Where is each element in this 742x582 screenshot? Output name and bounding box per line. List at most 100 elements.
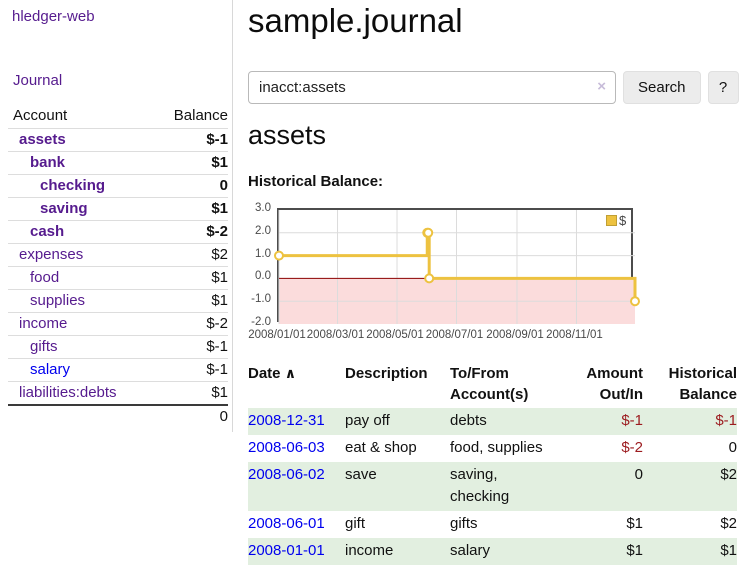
- account-balance: $-1: [150, 335, 228, 359]
- account-balance: $2: [150, 243, 228, 267]
- transaction-date-link[interactable]: 2008-12-31: [248, 412, 325, 429]
- transaction-amount: $-2: [621, 439, 643, 456]
- account-row: liabilities:debts $1: [8, 381, 228, 405]
- accounts-table: Account Balance assets $-1 bank $1 check…: [8, 104, 228, 428]
- accounts-col-balance: Balance: [173, 107, 228, 124]
- account-balance: $1: [150, 151, 228, 175]
- transaction-accounts: salary: [450, 542, 491, 559]
- register-col-accounts: To/From Account(s): [450, 365, 529, 403]
- transaction-description: save: [345, 466, 377, 483]
- account-link-food[interactable]: food: [30, 269, 60, 286]
- help-button[interactable]: ?: [707, 71, 739, 104]
- account-row: expenses $2: [8, 243, 228, 267]
- transaction-date-link[interactable]: 2008-06-02: [248, 466, 325, 483]
- transaction-amount: $1: [626, 542, 643, 559]
- transaction-description: eat & shop: [345, 439, 417, 456]
- account-row: supplies $1: [8, 289, 228, 313]
- app-title-link[interactable]: hledger-web: [12, 8, 95, 25]
- transaction-date-link[interactable]: 2008-01-01: [248, 542, 325, 559]
- account-link-income[interactable]: income: [19, 315, 68, 332]
- y-axis-tick-label: 3.0: [255, 202, 271, 214]
- data-point-marker: [424, 273, 435, 284]
- transaction-description: gift: [345, 515, 366, 532]
- account-link-expenses[interactable]: expenses: [19, 246, 84, 263]
- transaction-balance: $2: [720, 515, 737, 532]
- account-balance: $1: [150, 289, 228, 313]
- transaction-amount: 0: [634, 466, 643, 483]
- search-form: × Search ?: [248, 71, 739, 104]
- transaction-accounts: food, supplies: [450, 439, 543, 456]
- sidebar-item-journal[interactable]: Journal: [13, 72, 63, 89]
- account-balance: $1: [150, 266, 228, 290]
- transaction-description: pay off: [345, 412, 390, 429]
- account-balance: $-1: [150, 358, 228, 382]
- account-link-assets[interactable]: assets: [19, 131, 66, 148]
- account-link-liabilities-debts[interactable]: liabilities:debts: [19, 384, 117, 401]
- register-col-balance: Historical Balance: [668, 365, 737, 403]
- account-row: income $-2: [8, 312, 228, 336]
- x-axis-tick-label: 2008/09/01: [486, 329, 544, 341]
- x-axis-tick-label: 2008/01/01: [248, 329, 306, 341]
- y-axis-tick-label: 2.0: [255, 224, 271, 237]
- data-point-marker: [423, 227, 434, 238]
- transaction-amount: $1: [626, 515, 643, 532]
- transaction-description: income: [345, 542, 394, 559]
- chart-title: Historical Balance:: [248, 173, 384, 190]
- accounts-col-account: Account: [13, 107, 68, 124]
- x-axis-labels: 2008/01/01 2008/03/01 2008/05/01 2008/07/01…: [248, 329, 633, 343]
- register-col-amount: Amount Out/In: [586, 365, 643, 403]
- transaction-amount: $-1: [621, 412, 643, 429]
- register-col-date[interactable]: Date ∧: [248, 365, 297, 382]
- account-row: checking 0: [8, 174, 228, 198]
- account-row: assets $-1: [8, 128, 228, 152]
- transaction-date-link[interactable]: 2008-06-03: [248, 439, 325, 456]
- sidebar: hledger-web Journal Account Balance asse…: [0, 0, 233, 432]
- account-balance: $1: [150, 197, 228, 221]
- transaction-balance: $1: [720, 542, 737, 559]
- transaction-accounts: saving, checking: [450, 466, 510, 505]
- x-axis-tick-label: 2008/05/01: [366, 329, 424, 341]
- transaction-accounts: gifts: [450, 515, 478, 532]
- transaction-balance: $2: [720, 466, 737, 483]
- y-axis-tick-label: -1.0: [251, 293, 271, 306]
- account-row: cash $-2: [8, 220, 228, 244]
- register-row: 2008-06-03 eat & shop food, supplies $-2…: [248, 435, 737, 462]
- transaction-accounts: debts: [450, 412, 487, 429]
- register-row: 2008-06-02 save saving, checking 0 $2: [248, 462, 737, 511]
- account-balance: $-2: [150, 312, 228, 336]
- search-button[interactable]: Search: [623, 71, 701, 104]
- x-axis-tick-label: 2008/03/01: [306, 329, 365, 341]
- y-axis-tick-label: 1.0: [255, 247, 271, 260]
- account-row: bank $1: [8, 151, 228, 175]
- data-point-marker: [274, 250, 284, 261]
- clear-search-icon[interactable]: ×: [597, 78, 606, 95]
- register-row: 2008-01-01 income salary $1 $1: [248, 538, 737, 565]
- historical-balance-chart: [274, 208, 640, 324]
- search-input[interactable]: [248, 71, 616, 104]
- y-axis-labels: 3.0 2.0 1.0 0.0 -1.0 -2.0: [236, 202, 271, 328]
- page-title: sample.journal: [248, 2, 463, 39]
- account-link-gifts[interactable]: gifts: [30, 338, 58, 355]
- search-box: ×: [248, 71, 616, 104]
- account-balance: $1: [150, 381, 228, 405]
- x-axis-tick-label: 2008/11/01: [546, 329, 603, 341]
- account-link-bank[interactable]: bank: [30, 154, 66, 171]
- x-axis-tick-label: 2008/07/01: [425, 329, 484, 341]
- register-row: 2008-12-31 pay off debts $-1 $-1: [248, 408, 737, 435]
- register-header-row: Date ∧ Description To/From Account(s) Am…: [248, 361, 737, 408]
- y-axis-tick-label: -2.0: [251, 316, 271, 328]
- register-table: Date ∧ Description To/From Account(s) Am…: [248, 361, 737, 565]
- transaction-date-link[interactable]: 2008-06-01: [248, 515, 325, 532]
- account-row: gifts $-1: [8, 335, 228, 359]
- accounts-table-header: Account Balance: [8, 104, 228, 129]
- account-link-cash[interactable]: cash: [30, 223, 65, 240]
- account-link-salary[interactable]: salary: [30, 361, 71, 378]
- accounts-total-value: 0: [150, 404, 228, 428]
- account-row: salary $-1: [8, 358, 228, 382]
- chart-legend: $: [606, 213, 626, 228]
- account-link-supplies[interactable]: supplies: [30, 292, 86, 309]
- legend-label: $: [619, 213, 627, 228]
- account-link-saving[interactable]: saving: [40, 200, 88, 217]
- account-link-checking[interactable]: checking: [40, 177, 106, 194]
